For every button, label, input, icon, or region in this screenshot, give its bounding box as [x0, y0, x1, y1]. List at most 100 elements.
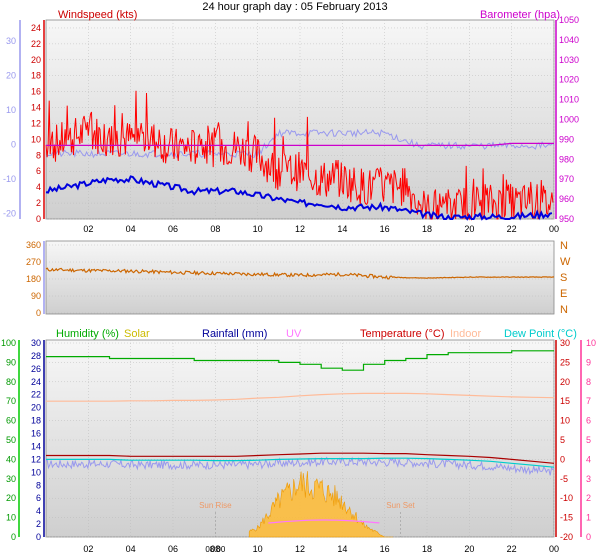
x-axis-tick-label: 00 [549, 224, 559, 234]
x-axis-tick-label: 14 [337, 224, 347, 234]
compass-tick-label: W [560, 256, 571, 268]
compass-tick-label: N [560, 304, 568, 316]
uv-tick-label: 0 [586, 532, 591, 542]
compass-tick-label: N [560, 240, 568, 252]
rainfall-tick-label: 26 [31, 364, 41, 374]
x-axis-tick-label: 12 [295, 224, 305, 234]
legend-label: Solar [124, 328, 150, 340]
windspeed-tick-label: 20 [31, 55, 41, 65]
barometer-tick-label: 1010 [559, 95, 579, 105]
barometer-tick-label: 960 [559, 194, 574, 204]
uv-tick-label: 2 [586, 493, 591, 503]
wind-direction-tick-label: 90 [31, 291, 41, 301]
wind-direction-tick-label: 0 [36, 308, 41, 318]
rainfall-tick-label: 12 [31, 454, 41, 464]
windspeed-tick-label: 0 [36, 214, 41, 224]
x-axis-tick-label: 08 [210, 224, 220, 234]
windspeed-tick-label: 18 [31, 71, 41, 81]
wind-chill-line [45, 456, 555, 476]
humidity-tick-label: 100 [1, 338, 16, 348]
windspeed-line [45, 90, 554, 221]
wind-direction-line [45, 267, 555, 280]
temperature-tick-label: 5 [560, 435, 565, 445]
left-outer-tick-label: 10 [6, 105, 16, 115]
uv-tick-label: 1 [586, 513, 591, 523]
compass-tick-label: E [560, 288, 567, 300]
uv-tick-label: 10 [586, 338, 596, 348]
windspeed-tick-label: 14 [31, 103, 41, 113]
barometer-tick-label: 990 [559, 134, 574, 144]
x-axis-tick-label: 02 [83, 544, 93, 554]
windspeed-tick-label: 4 [36, 182, 41, 192]
x-axis-tick-label: 08 [210, 544, 220, 554]
x-axis-tick-label: 14 [337, 544, 347, 554]
rainfall-tick-label: 16 [31, 429, 41, 439]
humidity-tick-label: 30 [6, 474, 16, 484]
humidity-tick-label: 80 [6, 377, 16, 387]
windspeed-tick-label: 12 [31, 118, 41, 128]
average-windspeed-line [45, 175, 553, 221]
compass-tick-label: S [560, 272, 567, 284]
uv-tick-label: 5 [586, 435, 591, 445]
x-axis-tick-label: 06 [168, 224, 178, 234]
left-outer-tick-label: -20 [3, 209, 16, 219]
left-outer-tick-label: 20 [6, 71, 16, 81]
windspeed-tick-label: 10 [31, 134, 41, 144]
x-axis-tick-label: 10 [253, 544, 263, 554]
x-axis-tick-label: 00 [549, 544, 559, 554]
legend-label: UV [286, 328, 302, 340]
chart-title: 24 hour graph day : 05 February 2013 [202, 1, 387, 13]
left-outer-tick-label: -10 [3, 174, 16, 184]
x-axis-tick-label: 04 [126, 544, 136, 554]
wind-direction-tick-label: 180 [26, 274, 41, 284]
humidity-tick-label: 50 [6, 435, 16, 445]
barometer-axis-label: Barometer (hpa) [480, 9, 560, 21]
temperature-tick-label: -10 [560, 493, 573, 503]
windspeed-axis-label: Windspeed (kts) [58, 9, 137, 21]
top-panel: Windspeed (kts) Barometer (hpa) 30 20 10 0 -… [3, 9, 579, 234]
temperature-tick-label: 0 [560, 454, 565, 464]
uv-line [268, 519, 380, 524]
temperature-tick-label: 25 [560, 357, 570, 367]
humidity-tick-label: 90 [6, 357, 16, 367]
temperature-tick-label: -5 [560, 474, 568, 484]
legend-label: Rainfall (mm) [202, 328, 267, 340]
humidity-tick-label: 40 [6, 454, 16, 464]
humidity-tick-label: 60 [6, 416, 16, 426]
windspeed-tick-label: 24 [31, 23, 41, 33]
barometer-tick-label: 980 [559, 154, 574, 164]
legend-label: Humidity (%) [56, 328, 119, 340]
windspeed-tick-label: 2 [36, 198, 41, 208]
barometer-line [46, 142, 554, 146]
barometer-tick-label: 1050 [559, 15, 579, 25]
x-axis-tick-label: 16 [380, 544, 390, 554]
uv-tick-label: 3 [586, 474, 591, 484]
rainfall-tick-label: 8 [36, 480, 41, 490]
windspeed-tick-label: 22 [31, 39, 41, 49]
x-axis-tick-label: 04 [126, 224, 136, 234]
rainfall-tick-label: 6 [36, 493, 41, 503]
barometer-tick-label: 1000 [559, 115, 579, 125]
dewpoint-line [46, 457, 555, 468]
x-axis-tick-label: 22 [507, 224, 517, 234]
x-axis-tick-label: 06 [168, 544, 178, 554]
barometer-tick-label: 1040 [559, 35, 579, 45]
uv-tick-label: 9 [586, 357, 591, 367]
temperature-tick-label: 20 [560, 377, 570, 387]
x-axis-tick-label: 18 [422, 544, 432, 554]
humidity-tick-label: 70 [6, 396, 16, 406]
windspeed-tick-label: 8 [36, 150, 41, 160]
legend-label: Temperature (°C) [360, 328, 444, 340]
humidity-tick-label: 20 [6, 493, 16, 503]
uv-tick-label: 6 [586, 416, 591, 426]
x-axis-tick-label: 10 [253, 224, 263, 234]
bottom-panel: Humidity (%) Solar Rainfall (mm) UV Temperat… [1, 328, 596, 554]
temperature-tick-label: 15 [560, 396, 570, 406]
temperature-reference-line [45, 128, 555, 159]
windspeed-tick-label: 6 [36, 166, 41, 176]
x-axis-tick-label: 18 [422, 224, 432, 234]
left-outer-tick-label: 30 [6, 36, 16, 46]
